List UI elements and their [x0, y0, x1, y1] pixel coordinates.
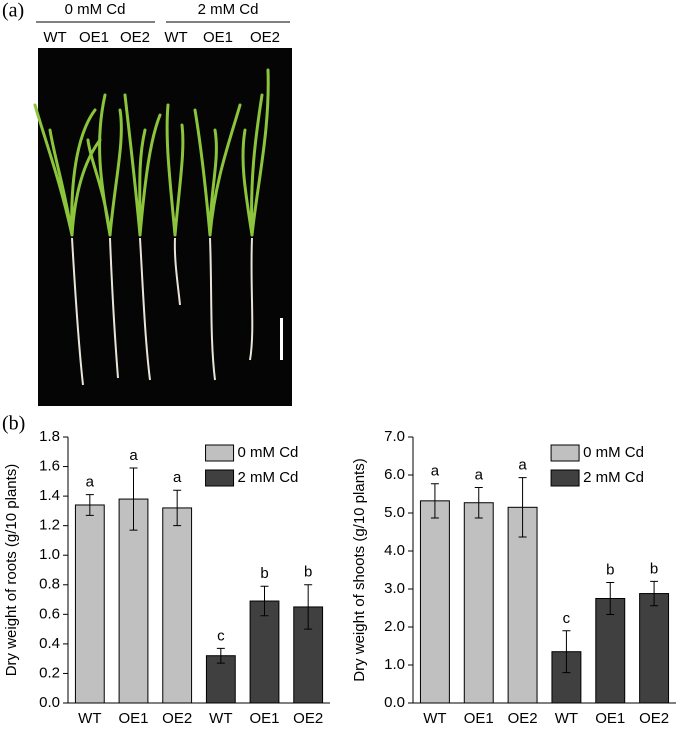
significance-label: a — [129, 447, 138, 464]
y-tick-label: 2.0 — [384, 618, 405, 635]
significance-label: a — [86, 474, 95, 491]
significance-label: b — [606, 562, 614, 579]
legend-label: 2 mM Cd — [583, 469, 644, 486]
legend-swatch — [205, 444, 235, 462]
group-label: 2 mM Cd — [198, 1, 259, 18]
legend-label: 2 mM Cd — [238, 469, 299, 486]
genotype-label: OE2 — [250, 29, 280, 46]
x-tick-label: OE1 — [118, 710, 148, 727]
error-bar — [216, 647, 225, 664]
error-bar — [129, 467, 138, 531]
significance-label: b — [304, 564, 312, 581]
bar — [74, 504, 105, 704]
y-tick-label: 5.0 — [384, 504, 405, 521]
bar — [162, 507, 193, 704]
x-tick-label: OE1 — [249, 710, 279, 727]
genotype-label: WT — [164, 29, 187, 46]
y-tick-label: 0.0 — [384, 694, 405, 711]
significance-label: b — [650, 560, 658, 577]
bar — [507, 506, 538, 704]
group-label: 0 mM Cd — [65, 1, 126, 18]
panel-label: (b) — [2, 413, 25, 435]
bar — [249, 600, 280, 704]
error-bar — [606, 582, 615, 615]
x-tick-label: OE2 — [639, 710, 669, 727]
error-bar — [173, 489, 182, 527]
y-axis-label: Dry weight of roots (g/10 plants) — [3, 464, 20, 677]
y-axis-label: Dry weight of shoots (g/10 plants) — [351, 458, 368, 681]
x-tick-label: WT — [423, 710, 446, 727]
x-tick-label: OE1 — [595, 710, 625, 727]
significance-label: c — [217, 627, 225, 644]
y-tick-label: 0.0 — [39, 694, 60, 711]
y-tick-label: 1.6 — [39, 458, 60, 475]
panel-label: (a) — [2, 0, 24, 22]
x-tick-label: WT — [555, 710, 578, 727]
x-tick-label: OE2 — [508, 710, 538, 727]
x-tick-label: OE1 — [464, 710, 494, 727]
legend-swatch — [550, 469, 580, 487]
error-bar — [650, 580, 659, 607]
y-tick-label: 1.8 — [39, 428, 60, 445]
y-tick-label: 0.4 — [39, 635, 60, 652]
y-tick-label: 7.0 — [384, 428, 405, 445]
genotype-label: OE2 — [120, 29, 150, 46]
x-tick-label: WT — [209, 710, 232, 727]
error-bar — [474, 487, 483, 519]
error-bar — [518, 477, 527, 538]
significance-label: a — [475, 467, 484, 484]
y-tick-label: 1.4 — [39, 487, 60, 504]
legend-label: 0 mM Cd — [238, 444, 299, 461]
error-bar — [430, 483, 439, 519]
y-tick-label: 1.2 — [39, 517, 60, 534]
photo — [33, 48, 292, 406]
legend-swatch — [550, 444, 580, 462]
genotype-label: OE1 — [203, 29, 233, 46]
error-bar — [260, 585, 269, 617]
bar — [639, 593, 670, 704]
y-tick-label: 0.2 — [39, 664, 60, 681]
significance-label: a — [431, 463, 440, 480]
x-tick-label: WT — [78, 710, 101, 727]
legend-label: 0 mM Cd — [583, 444, 644, 461]
y-tick-label: 3.0 — [384, 580, 405, 597]
y-tick-label: 1.0 — [384, 656, 405, 673]
bar — [463, 502, 494, 704]
error-bar — [85, 494, 94, 516]
genotype-label: WT — [43, 29, 66, 46]
legend-swatch — [205, 469, 235, 487]
error-bar — [562, 630, 571, 674]
y-tick-label: 4.0 — [384, 542, 405, 559]
y-tick-label: 6.0 — [384, 466, 405, 483]
y-tick-label: 0.8 — [39, 576, 60, 593]
significance-label: a — [518, 457, 527, 474]
significance-label: b — [260, 565, 268, 582]
significance-label: a — [173, 469, 182, 486]
x-tick-label: OE2 — [293, 710, 323, 727]
x-tick-label: OE2 — [162, 710, 192, 727]
bar — [595, 598, 626, 704]
y-tick-label: 0.6 — [39, 605, 60, 622]
error-bar — [304, 584, 313, 630]
y-tick-label: 1.0 — [39, 546, 60, 563]
bar — [118, 498, 149, 704]
bar — [419, 500, 450, 704]
significance-label: c — [563, 610, 571, 627]
genotype-label: OE1 — [79, 29, 109, 46]
